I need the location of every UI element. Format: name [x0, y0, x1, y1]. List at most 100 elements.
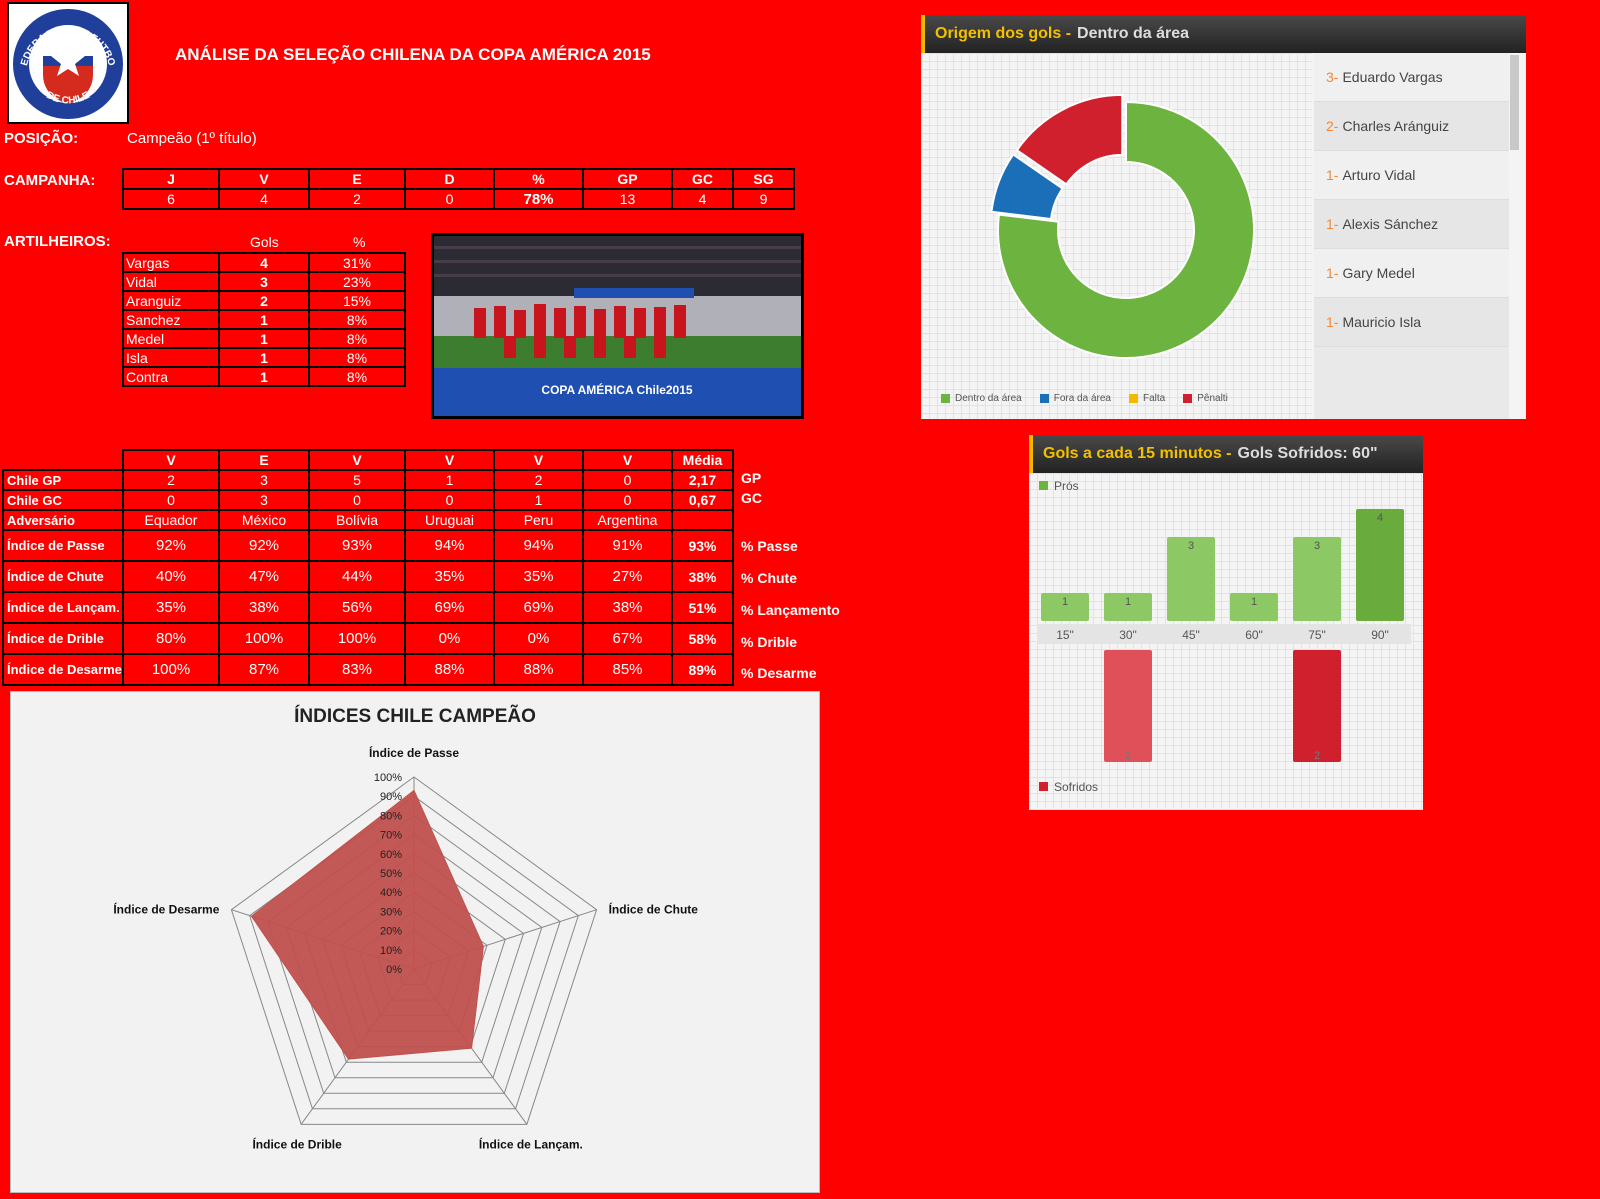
table-cell: V	[308, 449, 406, 471]
table-cell: E	[218, 449, 310, 471]
legend-label: Falta	[1142, 393, 1166, 404]
origem-legend: Dentro da área Fora da área Falta Pênalti	[941, 390, 1246, 408]
table-cell: 2	[218, 290, 310, 311]
table-cell: 83%	[308, 653, 406, 686]
scorer-item[interactable]: 2- Charles Aránguiz	[1314, 102, 1509, 151]
table-cell: 9	[732, 188, 795, 210]
side-label: % Passe	[741, 538, 798, 554]
scorer-goals: 3-	[1326, 69, 1339, 85]
table-cell: 44%	[308, 560, 406, 593]
table-cell: Uruguai	[404, 509, 495, 531]
bar-pros[interactable]	[1104, 593, 1152, 621]
donut-slice[interactable]	[1015, 93, 1124, 186]
table-cell: 8%	[308, 347, 406, 368]
team-photo: COPA AMÉRICA Chile2015	[431, 233, 804, 419]
legend-item[interactable]: Fora da área	[1039, 393, 1111, 404]
bar-sofridos[interactable]	[1104, 650, 1152, 762]
posicao-label: POSIÇÃO:	[4, 130, 79, 147]
radar-axis-label: Índice de Lançam.	[479, 1136, 583, 1151]
scorer-item[interactable]: 3- Eduardo Vargas	[1314, 53, 1509, 102]
table-cell: 100%	[122, 653, 220, 686]
table-cell: Contra	[122, 366, 220, 387]
table-cell: 92%	[218, 529, 310, 562]
table-cell: 100%	[218, 622, 310, 655]
table-cell: 0%	[404, 622, 495, 655]
table-cell: 89%	[671, 653, 734, 686]
scorer-name: Alexis Sánchez	[1342, 216, 1439, 232]
origem-title-main: Origem dos gols -	[935, 25, 1072, 42]
donut-slice[interactable]	[990, 153, 1064, 221]
legend-label-pros: Prós	[1054, 479, 1079, 493]
table-row: Aranguiz 2 15%	[122, 290, 406, 311]
bar-sofridos[interactable]	[1293, 650, 1341, 762]
table-cell: 13	[582, 188, 673, 210]
table-cell: 78%	[493, 188, 584, 210]
legend-swatch-pros	[1039, 481, 1048, 490]
scorer-item[interactable]: 1- Arturo Vidal	[1314, 151, 1509, 200]
legend-item[interactable]: Pênalti	[1183, 393, 1228, 404]
table-row: Chile GP 2 3 5 1 2 0 2,17	[2, 469, 734, 491]
table-cell: Sanchez	[122, 309, 220, 330]
table-cell	[671, 509, 734, 531]
table-row: Chile GC 0 3 0 0 1 0 0,67	[2, 489, 734, 511]
table-cell: J	[122, 168, 220, 190]
table-cell: V	[493, 449, 584, 471]
page-title: ANÁLISE DA SELEÇÃO CHILENA DA COPA AMÉRI…	[175, 45, 651, 64]
gols15-title-bar: Gols a cada 15 minutos - Gols Sofridos: …	[1029, 435, 1423, 473]
scorer-list[interactable]: 3- Eduardo Vargas 2- Charles Aránguiz 1- Artu…	[1314, 53, 1509, 419]
table-row: Adversário Equador México Bolívia Uruguai Per…	[2, 509, 734, 531]
table-cell: 3	[218, 469, 310, 491]
scorer-item[interactable]: 1- Alexis Sánchez	[1314, 200, 1509, 249]
federation-logo: FEDERACION DE FUTBOL DE CHILE	[6, 0, 129, 124]
table-cell: Aranguiz	[122, 290, 220, 311]
category-label: 75"	[1308, 628, 1326, 642]
table-cell: 1	[404, 469, 495, 491]
gols15-chart-area: Prós Sofridos 1 15" 1 30" 2 3 45" 1 60" 3 75" 2 4 90"	[1029, 473, 1423, 810]
table-cell: Medel	[122, 328, 220, 349]
scorer-item[interactable]: 1- Gary Medel	[1314, 249, 1509, 298]
radar-grid-ring	[230, 776, 598, 1125]
table-cell: 0	[404, 188, 495, 210]
legend-item[interactable]: Falta	[1128, 393, 1166, 404]
legend-swatch	[941, 394, 950, 403]
scorer-name: Eduardo Vargas	[1342, 69, 1443, 85]
radar-axis-label: Índice de Chute	[609, 902, 699, 917]
table-cell: 94%	[404, 529, 495, 562]
donut-slice[interactable]	[997, 100, 1255, 359]
table-cell: 1	[218, 366, 310, 387]
table-cell: Índice de Desarme	[2, 653, 124, 686]
bar-pros[interactable]	[1230, 593, 1278, 621]
table-cell: 88%	[404, 653, 495, 686]
table-cell: GP	[582, 168, 673, 190]
scorer-goals: 1-	[1326, 314, 1339, 330]
side-label: GP	[741, 470, 762, 486]
table-cell: 4	[218, 188, 310, 210]
side-label: GC	[741, 490, 762, 506]
scorer-goals: 1-	[1326, 216, 1339, 232]
origem-chart-area: Dentro da área Fora da área Falta Pênalti	[921, 53, 1312, 419]
table-cell: 93%	[308, 529, 406, 562]
radar-tick-label: 0%	[386, 964, 402, 976]
table-cell: 5	[308, 469, 406, 491]
legend-swatch-sofridos	[1039, 782, 1048, 791]
table-cell: 51%	[671, 591, 734, 624]
table-cell: 2	[308, 188, 406, 210]
gols15-title-main: Gols a cada 15 minutos -	[1043, 445, 1232, 462]
bar-pros[interactable]	[1041, 593, 1089, 621]
radar-title: ÍNDICES CHILE CAMPEÃO	[294, 705, 536, 727]
legend-label: Fora da área	[1053, 393, 1111, 404]
table-row: Contra 1 8%	[122, 366, 406, 387]
legend-label-sofridos: Sofridos	[1054, 780, 1098, 794]
scorer-list-scrollbar[interactable]	[1510, 55, 1519, 150]
legend-item[interactable]: Dentro da área	[941, 393, 1022, 404]
scorer-item[interactable]: 1- Mauricio Isla	[1314, 298, 1509, 347]
radar-grid-ring	[249, 795, 579, 1110]
bar-pros[interactable]	[1356, 509, 1404, 621]
bar-pros[interactable]	[1293, 537, 1341, 621]
bar-pros[interactable]	[1167, 537, 1215, 621]
table-cell: 0,67	[671, 489, 734, 511]
table-cell: Chile GP	[2, 469, 124, 491]
table-cell: 35%	[404, 560, 495, 593]
radar-chart-panel: ÍNDICES CHILE CAMPEÃO 0% 10% 20% 30% 40% 50% 60…	[10, 691, 820, 1193]
table-cell: 35%	[493, 560, 584, 593]
